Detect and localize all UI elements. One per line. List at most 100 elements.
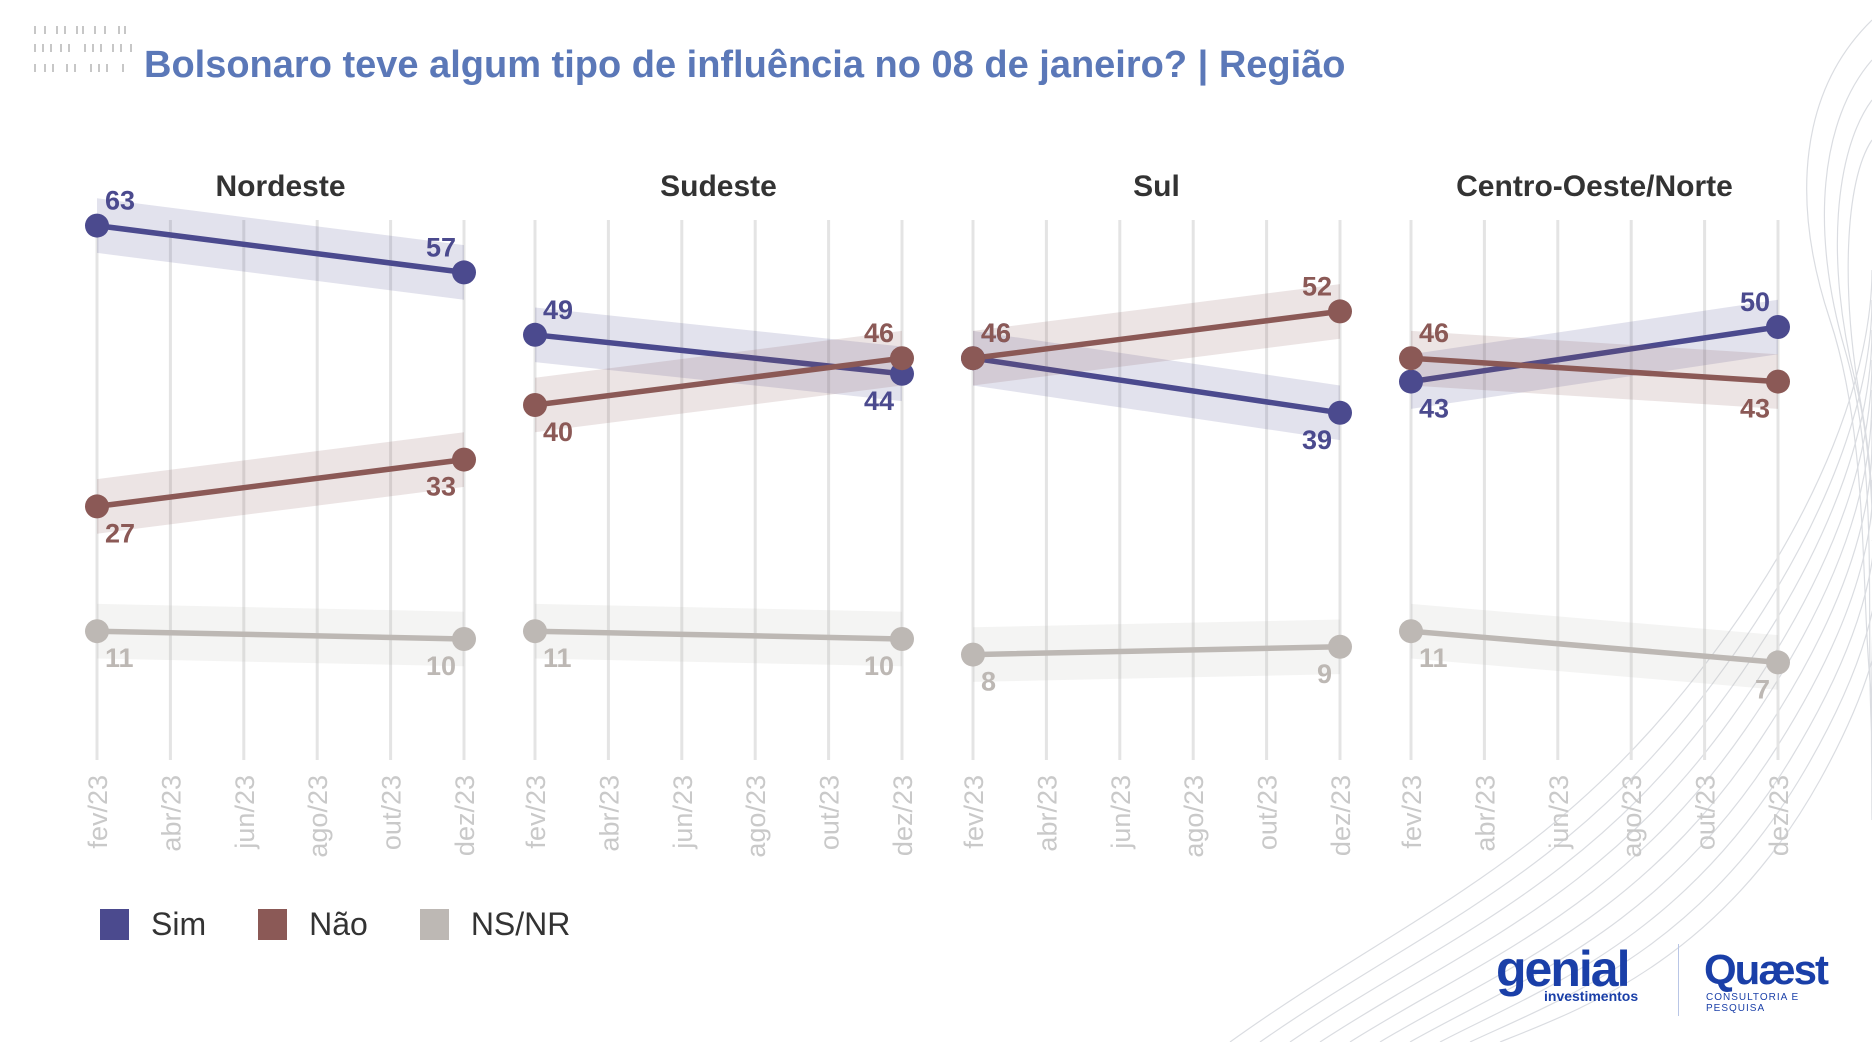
data-point-nao [1766,369,1790,394]
logo-divider [1678,944,1679,1016]
data-label-ns-nr: 10 [864,651,894,681]
data-label-sim: 57 [426,232,456,262]
x-tick-label: out/23 [1691,775,1721,850]
legend-label-sim: Sim [151,906,207,942]
data-label-ns-nr: 10 [426,651,456,681]
data-label-sim: 44 [864,386,894,416]
page-title: Bolsonaro teve algum tipo de influência … [144,44,1346,86]
genial-logo: genial [1496,941,1630,997]
legend-swatch-nsnr [419,909,449,940]
x-tick-label: abr/23 [1032,775,1062,852]
x-tick-label: out/23 [1253,775,1283,850]
data-label-nao: 27 [105,518,135,548]
panel-title-centro-oeste-norte: Centro-Oeste/Norte [1456,170,1733,203]
data-label-ns-nr: 9 [1317,659,1332,689]
x-tick-label: jun/23 [230,775,260,850]
x-tick-label: dez/23 [1764,775,1794,856]
series-line-ns-nr [94,628,467,642]
series-line-nao [94,456,467,510]
x-tick-label: jun/23 [1544,775,1574,850]
data-point-sim [1399,369,1423,394]
x-tick-label: ago/23 [303,775,333,858]
data-point-sim [1328,400,1352,425]
data-point-ns-nr [1766,650,1790,675]
x-tick-label: out/23 [815,775,845,850]
x-tick-label: fev/23 [1397,775,1427,849]
x-tick-label: ago/23 [1617,775,1647,858]
quaest-logo: Quæst [1704,946,1829,993]
data-point-ns-nr [961,642,985,667]
data-point-ns-nr [523,619,547,644]
series-line-sim [94,222,467,276]
sponsor-logos: genial investimentos Quæst CONSULTORIA E… [1496,944,1846,1018]
data-point-nao [452,447,476,472]
data-point-sim [1766,315,1790,339]
x-tick-label: abr/23 [1470,775,1500,852]
data-label-nao: 46 [864,318,894,348]
data-point-sim [85,213,109,238]
legend-item-sim: Sim [100,906,206,943]
data-label-nao: 43 [1740,394,1770,424]
data-point-ns-nr [890,627,914,651]
data-point-ns-nr [452,627,476,651]
x-tick-label: ago/23 [1179,775,1209,858]
data-label-sim: 43 [1419,394,1449,424]
legend-label-nao: Não [309,906,368,942]
x-tick-label: dez/23 [450,775,480,856]
data-point-nao [523,393,547,417]
quaest-logo-subtitle: CONSULTORIA E PESQUISA [1706,992,1800,1014]
data-point-ns-nr [85,619,109,644]
panel-title-sul: Sul [1133,170,1180,203]
series-line-nao [532,355,905,408]
x-tick-label: dez/23 [1326,775,1356,856]
series-line-sim [1408,324,1781,385]
data-label-nao: 52 [1302,271,1332,301]
legend: Sim Não NS/NR [100,906,570,943]
x-tick-label: jun/23 [668,775,698,850]
panel-sul: Sul fev/23 abr/23 jun/23 ago/23 out/23 dez/23 4… [959,170,1356,858]
data-label-sim: 63 [105,186,135,216]
legend-swatch-nao [258,909,288,940]
x-tick-label: jun/23 [1106,775,1136,850]
legend-item-nsnr: NS/NR [419,906,571,943]
data-point-ns-nr [1328,634,1352,659]
data-point-sim [452,260,476,285]
panel-nordeste: Nordeste fev/23 abr/23 jun/23 ago/23 out/23 de… [83,170,480,858]
data-label-nao: 46 [1419,318,1449,348]
data-point-ns-nr [1399,619,1423,644]
panel-title-nordeste: Nordeste [215,170,345,203]
data-label-ns-nr: 8 [981,667,996,697]
series-line-nao [970,308,1343,361]
x-tick-label: ago/23 [741,775,771,858]
data-label-sim: 49 [543,295,573,325]
data-label-nao: 40 [543,417,573,447]
panel-centro-oeste-norte: Centro-Oeste/Norte fev/23 abr/23 jun/23 ago/… [1397,170,1794,858]
x-tick-label: out/23 [377,775,407,850]
data-label-ns-nr: 7 [1755,674,1770,704]
dot-pattern-icon [34,26,132,72]
data-label-nao: 33 [426,472,456,502]
legend-item-nao: Não [258,906,368,943]
data-point-nao [1328,299,1352,324]
data-point-sim [523,322,547,347]
x-tick-label: fev/23 [959,775,989,849]
genial-logo-subtitle: investimentos [1544,988,1639,1004]
panel-sudeste: Sudeste fev/23 abr/23 jun/23 ago/23 out/23 dez… [521,170,918,858]
data-label-ns-nr: 11 [105,643,134,673]
panel-title-sudeste: Sudeste [660,170,777,203]
data-label-sim: 46 [981,318,1011,348]
legend-label-nsnr: NS/NR [470,906,571,942]
data-label-sim: 50 [1740,287,1770,317]
legend-swatch-sim [100,909,129,940]
data-label-sim: 39 [1302,425,1332,455]
series-line-sim [970,355,1343,416]
series-line-nao [1408,355,1781,385]
x-tick-label: abr/23 [156,775,186,852]
data-point-nao [1399,346,1423,371]
data-point-nao [85,494,109,519]
data-point-nao [961,346,985,371]
x-tick-label: dez/23 [888,775,918,856]
data-label-ns-nr: 11 [1419,643,1448,673]
